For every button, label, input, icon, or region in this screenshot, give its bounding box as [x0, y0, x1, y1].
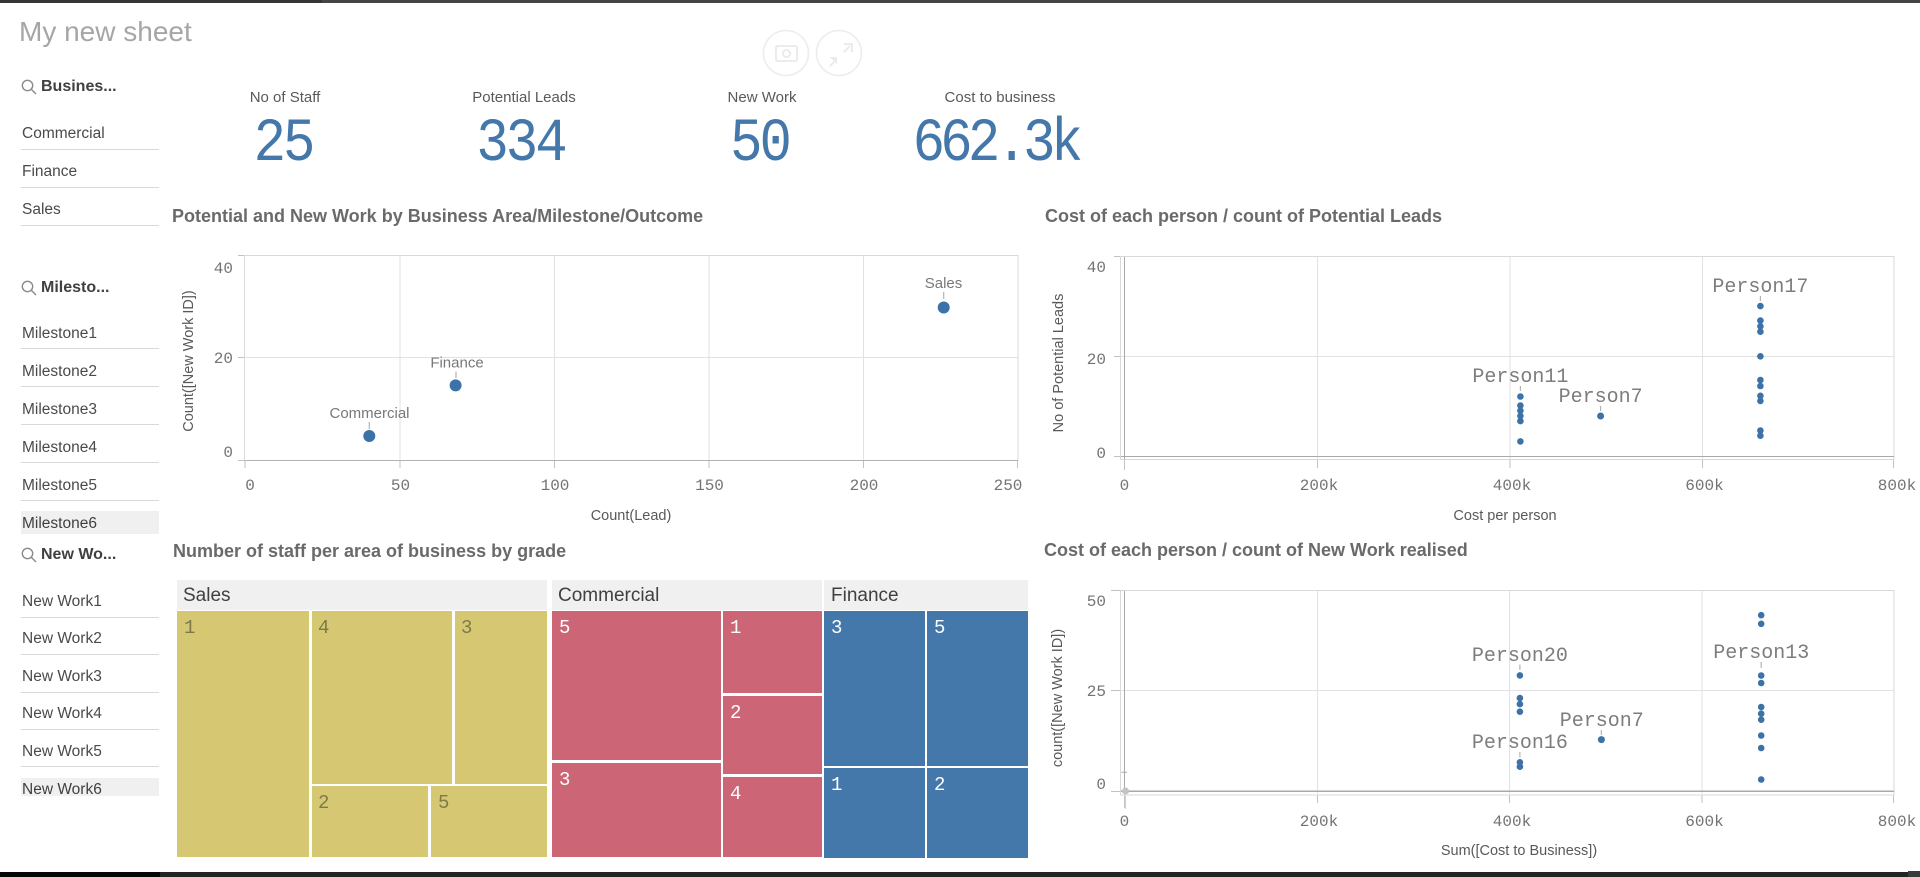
svg-text:No of Potential Leads: No of Potential Leads [1051, 294, 1067, 433]
svg-text:Person7: Person7 [1560, 710, 1644, 733]
svg-text:250: 250 [994, 477, 1023, 495]
svg-text:40: 40 [214, 260, 233, 278]
svg-text:Person11: Person11 [1472, 366, 1568, 389]
svg-text:Count([New Work ID]): Count([New Work ID]) [181, 290, 197, 432]
svg-text:200: 200 [850, 477, 879, 495]
svg-text:400k: 400k [1493, 813, 1531, 831]
svg-text:800k: 800k [1878, 813, 1916, 831]
svg-text:Person16: Person16 [1472, 732, 1568, 755]
svg-text:20: 20 [214, 350, 233, 368]
svg-text:600k: 600k [1685, 477, 1723, 495]
svg-text:0: 0 [1096, 776, 1106, 794]
svg-text:0: 0 [1120, 813, 1130, 831]
svg-text:0: 0 [245, 477, 255, 495]
svg-text:50: 50 [1087, 593, 1106, 611]
svg-text:20: 20 [1087, 351, 1106, 369]
svg-text:Person13: Person13 [1713, 642, 1809, 665]
svg-text:count([New Work ID]): count([New Work ID]) [1050, 629, 1066, 767]
svg-text:Sales: Sales [925, 275, 963, 292]
svg-text:800k: 800k [1878, 477, 1916, 495]
svg-text:Cost per person: Cost per person [1453, 508, 1556, 524]
svg-text:150: 150 [695, 477, 724, 495]
svg-text:0: 0 [1120, 477, 1130, 495]
svg-text:Count(Lead): Count(Lead) [591, 508, 672, 524]
svg-text:200k: 200k [1300, 477, 1338, 495]
svg-text:Person20: Person20 [1472, 645, 1568, 668]
svg-text:400k: 400k [1493, 477, 1531, 495]
svg-text:600k: 600k [1685, 813, 1723, 831]
svg-text:Person17: Person17 [1712, 276, 1808, 299]
svg-text:0: 0 [1096, 445, 1106, 463]
svg-text:Sum([Cost to Business]): Sum([Cost to Business]) [1441, 843, 1597, 859]
svg-text:Finance: Finance [430, 355, 483, 372]
svg-text:0: 0 [223, 444, 233, 462]
svg-text:25: 25 [1087, 683, 1106, 701]
svg-text:Person7: Person7 [1559, 386, 1643, 409]
svg-text:Commercial: Commercial [329, 405, 409, 422]
svg-text:100: 100 [541, 477, 570, 495]
svg-text:40: 40 [1087, 259, 1106, 277]
svg-text:50: 50 [391, 477, 410, 495]
svg-text:200k: 200k [1300, 813, 1338, 831]
